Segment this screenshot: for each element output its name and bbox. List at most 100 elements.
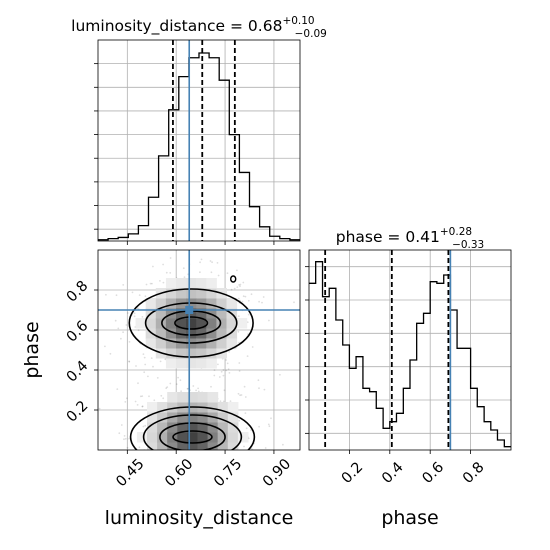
- joint-contours: [128, 275, 256, 450]
- joint-sample-point: [127, 488, 129, 490]
- joint-truth-lines: [98, 250, 300, 450]
- joint-sample-point: [217, 459, 219, 461]
- joint-sample-point: [105, 293, 107, 296]
- joint-sample-point: [201, 461, 203, 463]
- joint-density-cell: [206, 318, 217, 329]
- joint-sample-point: [236, 269, 238, 272]
- phase-hist-title: phase = 0.41+0.28 −0.33: [336, 226, 485, 251]
- joint-density-cell: [198, 452, 209, 463]
- joint-sample-point: [141, 405, 144, 408]
- joint-sample-point: [254, 454, 256, 456]
- joint-density-cell: [216, 308, 227, 319]
- joint-sample-point: [140, 453, 142, 455]
- joint-sample-point: [124, 401, 127, 403]
- joint-sample-point: [119, 464, 121, 466]
- joint-density-cell: [135, 318, 147, 329]
- joint-sample-point: [258, 387, 260, 390]
- joint-sample-point: [224, 457, 226, 459]
- joint-density-cell: [177, 412, 188, 423]
- joint-truth-marker: [185, 306, 194, 314]
- joint-sample-point: [196, 476, 198, 478]
- joint-density-cell: [157, 402, 168, 413]
- joint-sample-point: [144, 295, 147, 298]
- joint-sample-point: [239, 458, 241, 460]
- joint-density-cell: [187, 432, 198, 443]
- joint-sample-point: [245, 481, 247, 483]
- joint-sample-point: [263, 388, 266, 391]
- joint-density-cell: [207, 422, 219, 433]
- phase-xtick-label: 0.6: [420, 459, 448, 487]
- joint-sample-point: [115, 294, 118, 297]
- joint-sample-point: [246, 465, 248, 467]
- joint-sample-point: [250, 293, 253, 296]
- joint-density-cell: [227, 442, 239, 450]
- joint-sample-point: [183, 276, 186, 278]
- joint-sample-point: [222, 374, 225, 377]
- joint-sample-point: [192, 385, 195, 387]
- phase-quantile-lines: [324, 250, 450, 450]
- joint-sample-point: [242, 295, 245, 298]
- joint-sample-point: [188, 479, 190, 481]
- joint-sample-point: [154, 457, 156, 459]
- joint-sample-point: [202, 460, 204, 462]
- joint-density-cell: [136, 432, 148, 443]
- joint-density-cell: [155, 298, 167, 309]
- joint-sample-point: [239, 394, 242, 397]
- joint-sample-point: [270, 417, 272, 420]
- ld-quantile-lines: [172, 40, 236, 241]
- joint-sample-point: [187, 454, 189, 456]
- joint-sample-point: [202, 453, 204, 455]
- joint-density-cell: [147, 462, 158, 473]
- joint-density-cell: [206, 338, 217, 349]
- joint-sample-point: [118, 432, 121, 435]
- joint-sample-point: [209, 260, 212, 262]
- joint-density-cell: [147, 432, 158, 443]
- joint-sample-point: [199, 479, 201, 481]
- joint-density-cell: [176, 278, 187, 289]
- joint-sample-point: [177, 376, 180, 379]
- joint-sample-point: [217, 363, 219, 366]
- phase-xtick-label: 0.4: [379, 459, 407, 487]
- joint-sample-point: [264, 447, 267, 449]
- joint-sample-point: [192, 454, 194, 456]
- joint-density-cell: [207, 432, 219, 443]
- joint-sample-point: [104, 345, 106, 348]
- phase-hist-frame: [308, 249, 512, 451]
- joint-sample-point: [151, 473, 153, 475]
- joint-density-cell: [196, 358, 207, 369]
- joint-sample-point: [147, 375, 149, 378]
- joint-sample-point: [156, 377, 159, 379]
- joint-density-cell: [147, 402, 158, 413]
- joint-sample-point: [155, 472, 157, 474]
- joint-sample-point: [193, 498, 195, 500]
- joint-sample-point: [241, 300, 244, 303]
- joint-sample-point: [239, 283, 242, 286]
- joint-density-cell: [208, 462, 219, 473]
- joint-sample-point: [165, 271, 168, 274]
- joint-density-cell: [145, 338, 157, 349]
- joint-sample-point: [247, 299, 250, 302]
- joint-sample-point: [177, 498, 179, 500]
- joint-density-cell: [227, 402, 239, 413]
- joint-sample-point: [184, 452, 186, 454]
- joint-sample-point: [258, 425, 260, 428]
- joint-sample-point: [222, 369, 225, 371]
- joint-density-cell: [176, 288, 187, 299]
- joint-sample-point: [109, 352, 112, 355]
- joint-sample-point: [249, 455, 251, 457]
- joint-density-cell: [206, 298, 217, 309]
- joint-density-cell: [207, 392, 219, 403]
- joint-sample-point: [125, 324, 128, 326]
- joint-sample-point: [133, 315, 136, 318]
- joint-sample-point: [98, 407, 101, 410]
- joint-sample-point: [246, 355, 249, 357]
- joint-density-cell: [165, 288, 177, 299]
- joint-density-cell: [187, 392, 198, 403]
- joint-density-cell: [196, 308, 207, 319]
- ld-hist-bars: [98, 52, 300, 241]
- joint-sample-point: [210, 271, 213, 274]
- joint-density-cell: [157, 442, 168, 450]
- joint-sample-point: [151, 282, 153, 285]
- joint-sample-point: [237, 297, 240, 300]
- joint-sample-point: [139, 395, 142, 398]
